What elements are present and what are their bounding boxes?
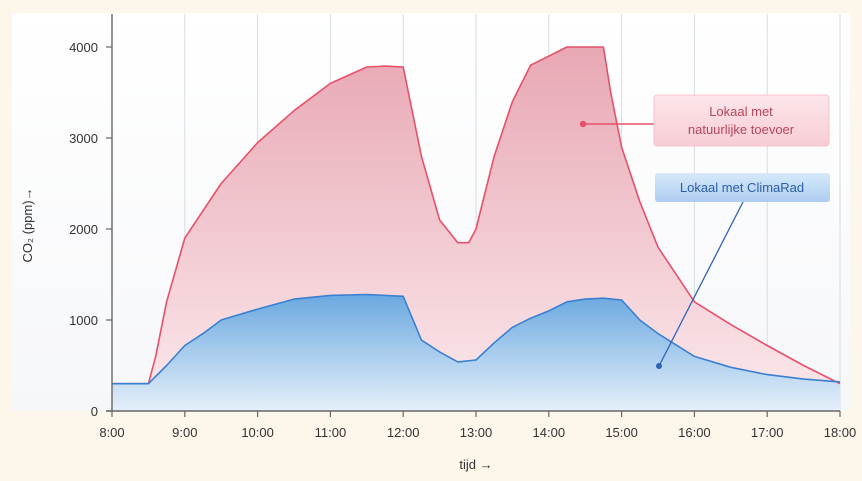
- callout-natural: Lokaal met natuurlijke toevoer: [579, 94, 830, 147]
- y-axis-title: CO₂ (ppm)→: [20, 187, 35, 262]
- callout-natural-box: [653, 94, 830, 147]
- y-tick-label: 4000: [69, 40, 98, 55]
- x-tick-label: 12:00: [387, 425, 420, 440]
- x-tick-label: 18:00: [824, 425, 857, 440]
- callout-climarad-leader: [658, 201, 744, 367]
- callout-climarad-line-1: Lokaal met ClimaRad: [680, 180, 804, 195]
- callout-natural-line-2: natuurlijke toevoer: [688, 122, 795, 137]
- series-lines: [112, 46, 841, 385]
- y-tick-label: 2000: [69, 222, 98, 237]
- x-tick-label: 8:00: [99, 425, 124, 440]
- ticks: 8:00 9:00 10:00 11:00 12:00 13:00 14:00 15:00 16…: [69, 40, 856, 440]
- x-axis-title: tijd →: [459, 457, 492, 472]
- y-tick-label: 0: [91, 404, 98, 419]
- y-tick-label: 1000: [69, 313, 98, 328]
- callout-natural-dot: [579, 120, 587, 128]
- x-tick-label: 15:00: [605, 425, 638, 440]
- series-area-climarad: [112, 294, 840, 411]
- x-tick-label: 9:00: [172, 425, 197, 440]
- series-line-climarad: [112, 293, 841, 385]
- x-tick-label: 16:00: [678, 425, 711, 440]
- series-line-natural: [112, 46, 841, 385]
- callout-natural-line-1: Lokaal met: [709, 104, 773, 119]
- x-tick-label: 17:00: [751, 425, 784, 440]
- callout-climarad-box: [655, 173, 830, 202]
- x-tick-label: 13:00: [460, 425, 493, 440]
- callout-climarad: Lokaal met ClimaRad: [655, 173, 830, 369]
- y-tick-label: 3000: [69, 131, 98, 146]
- x-tick-label: 10:00: [241, 425, 274, 440]
- x-tick-label: 14:00: [533, 425, 566, 440]
- callout-climarad-dot: [656, 363, 662, 369]
- x-tick-label: 11:00: [315, 425, 347, 440]
